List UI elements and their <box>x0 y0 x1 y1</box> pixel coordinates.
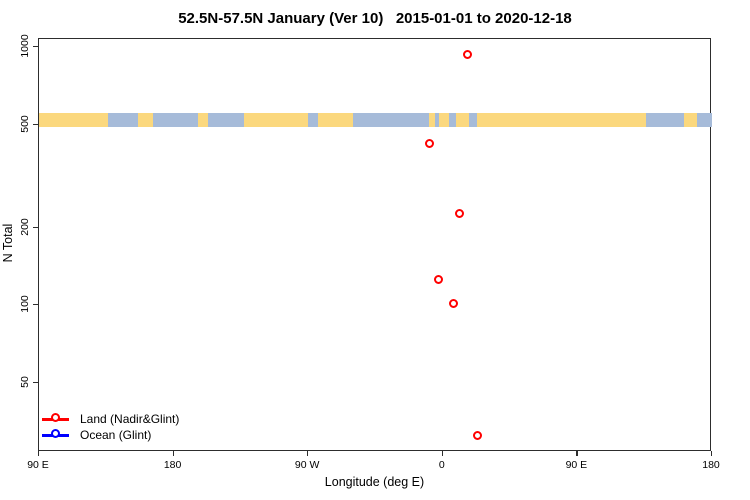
plot-area: Land (Nadir&Glint) Ocean (Glint) <box>38 38 712 451</box>
legend: Land (Nadir&Glint) Ocean (Glint) <box>42 411 179 443</box>
y-tick-label: 500 <box>19 115 31 133</box>
data-point <box>449 299 459 308</box>
y-tick-label: 50 <box>19 376 31 388</box>
x-tick <box>172 451 174 456</box>
map-band-segment-ocean <box>646 113 685 128</box>
map-band-segment-land <box>318 113 354 128</box>
legend-line-swatch <box>42 413 69 422</box>
data-point <box>473 431 483 441</box>
chart-title: 52.5N-57.5N January (Ver 10) 2015-01-01 … <box>178 10 572 27</box>
y-tick-label: 100 <box>19 295 31 313</box>
x-tick <box>307 451 309 456</box>
map-band-segment-land <box>244 113 309 128</box>
map-band-segment-ocean <box>153 113 199 128</box>
map-band-segment-land <box>456 113 470 128</box>
data-point <box>425 139 435 149</box>
x-tick <box>711 451 713 456</box>
map-band-segment-land <box>477 113 647 128</box>
x-axis-label: Longitude (deg E) <box>324 475 425 489</box>
map-band-segment-ocean <box>435 113 440 128</box>
y-tick-label: 1000 <box>19 34 31 58</box>
y-tick <box>33 304 38 306</box>
legend-open-circle-icon <box>51 413 60 422</box>
map-band-segment-ocean <box>469 113 478 128</box>
legend-label: Ocean (Glint) <box>80 428 152 442</box>
y-tick-label: 200 <box>19 217 31 236</box>
x-tick <box>441 451 443 456</box>
data-point <box>455 208 465 218</box>
x-tick <box>38 451 40 456</box>
y-tick <box>33 381 38 384</box>
y-axis-label: N Total <box>1 223 15 263</box>
x-tick-label: 0 <box>438 459 445 471</box>
legend-label: Land (Nadir&Glint) <box>80 412 180 426</box>
map-band-segment-land <box>439 113 450 128</box>
map-band-segment-land <box>684 113 698 128</box>
map-band-segment-land <box>39 113 109 128</box>
map-band-segment-ocean <box>449 113 457 128</box>
legend-line-swatch <box>42 429 69 438</box>
x-tick-label: 90 E <box>27 459 49 471</box>
x-tick-label: 90 E <box>565 459 588 471</box>
map-band-segment-ocean <box>108 113 138 128</box>
legend-row: Land (Nadir&Glint) <box>42 411 179 427</box>
y-tick <box>33 123 38 125</box>
x-tick-label: 90 W <box>294 459 320 471</box>
map-band-segment-land <box>429 113 436 128</box>
x-tick-label: 180 <box>163 459 182 471</box>
x-tick-label: 180 <box>702 459 720 471</box>
x-tick <box>576 451 578 456</box>
map-band-segment-ocean <box>697 113 712 128</box>
data-point <box>434 275 444 285</box>
legend-row: Ocean (Glint) <box>42 427 179 443</box>
map-band-segment-land <box>138 113 154 128</box>
legend-open-circle-icon <box>51 429 60 438</box>
map-band-segment-ocean <box>208 113 245 128</box>
map-band-segment-ocean <box>353 113 430 128</box>
map-band-segment-ocean <box>308 113 319 128</box>
y-tick <box>33 226 38 228</box>
data-point <box>463 50 473 60</box>
y-tick <box>33 46 38 48</box>
map-band-segment-land <box>198 113 209 128</box>
